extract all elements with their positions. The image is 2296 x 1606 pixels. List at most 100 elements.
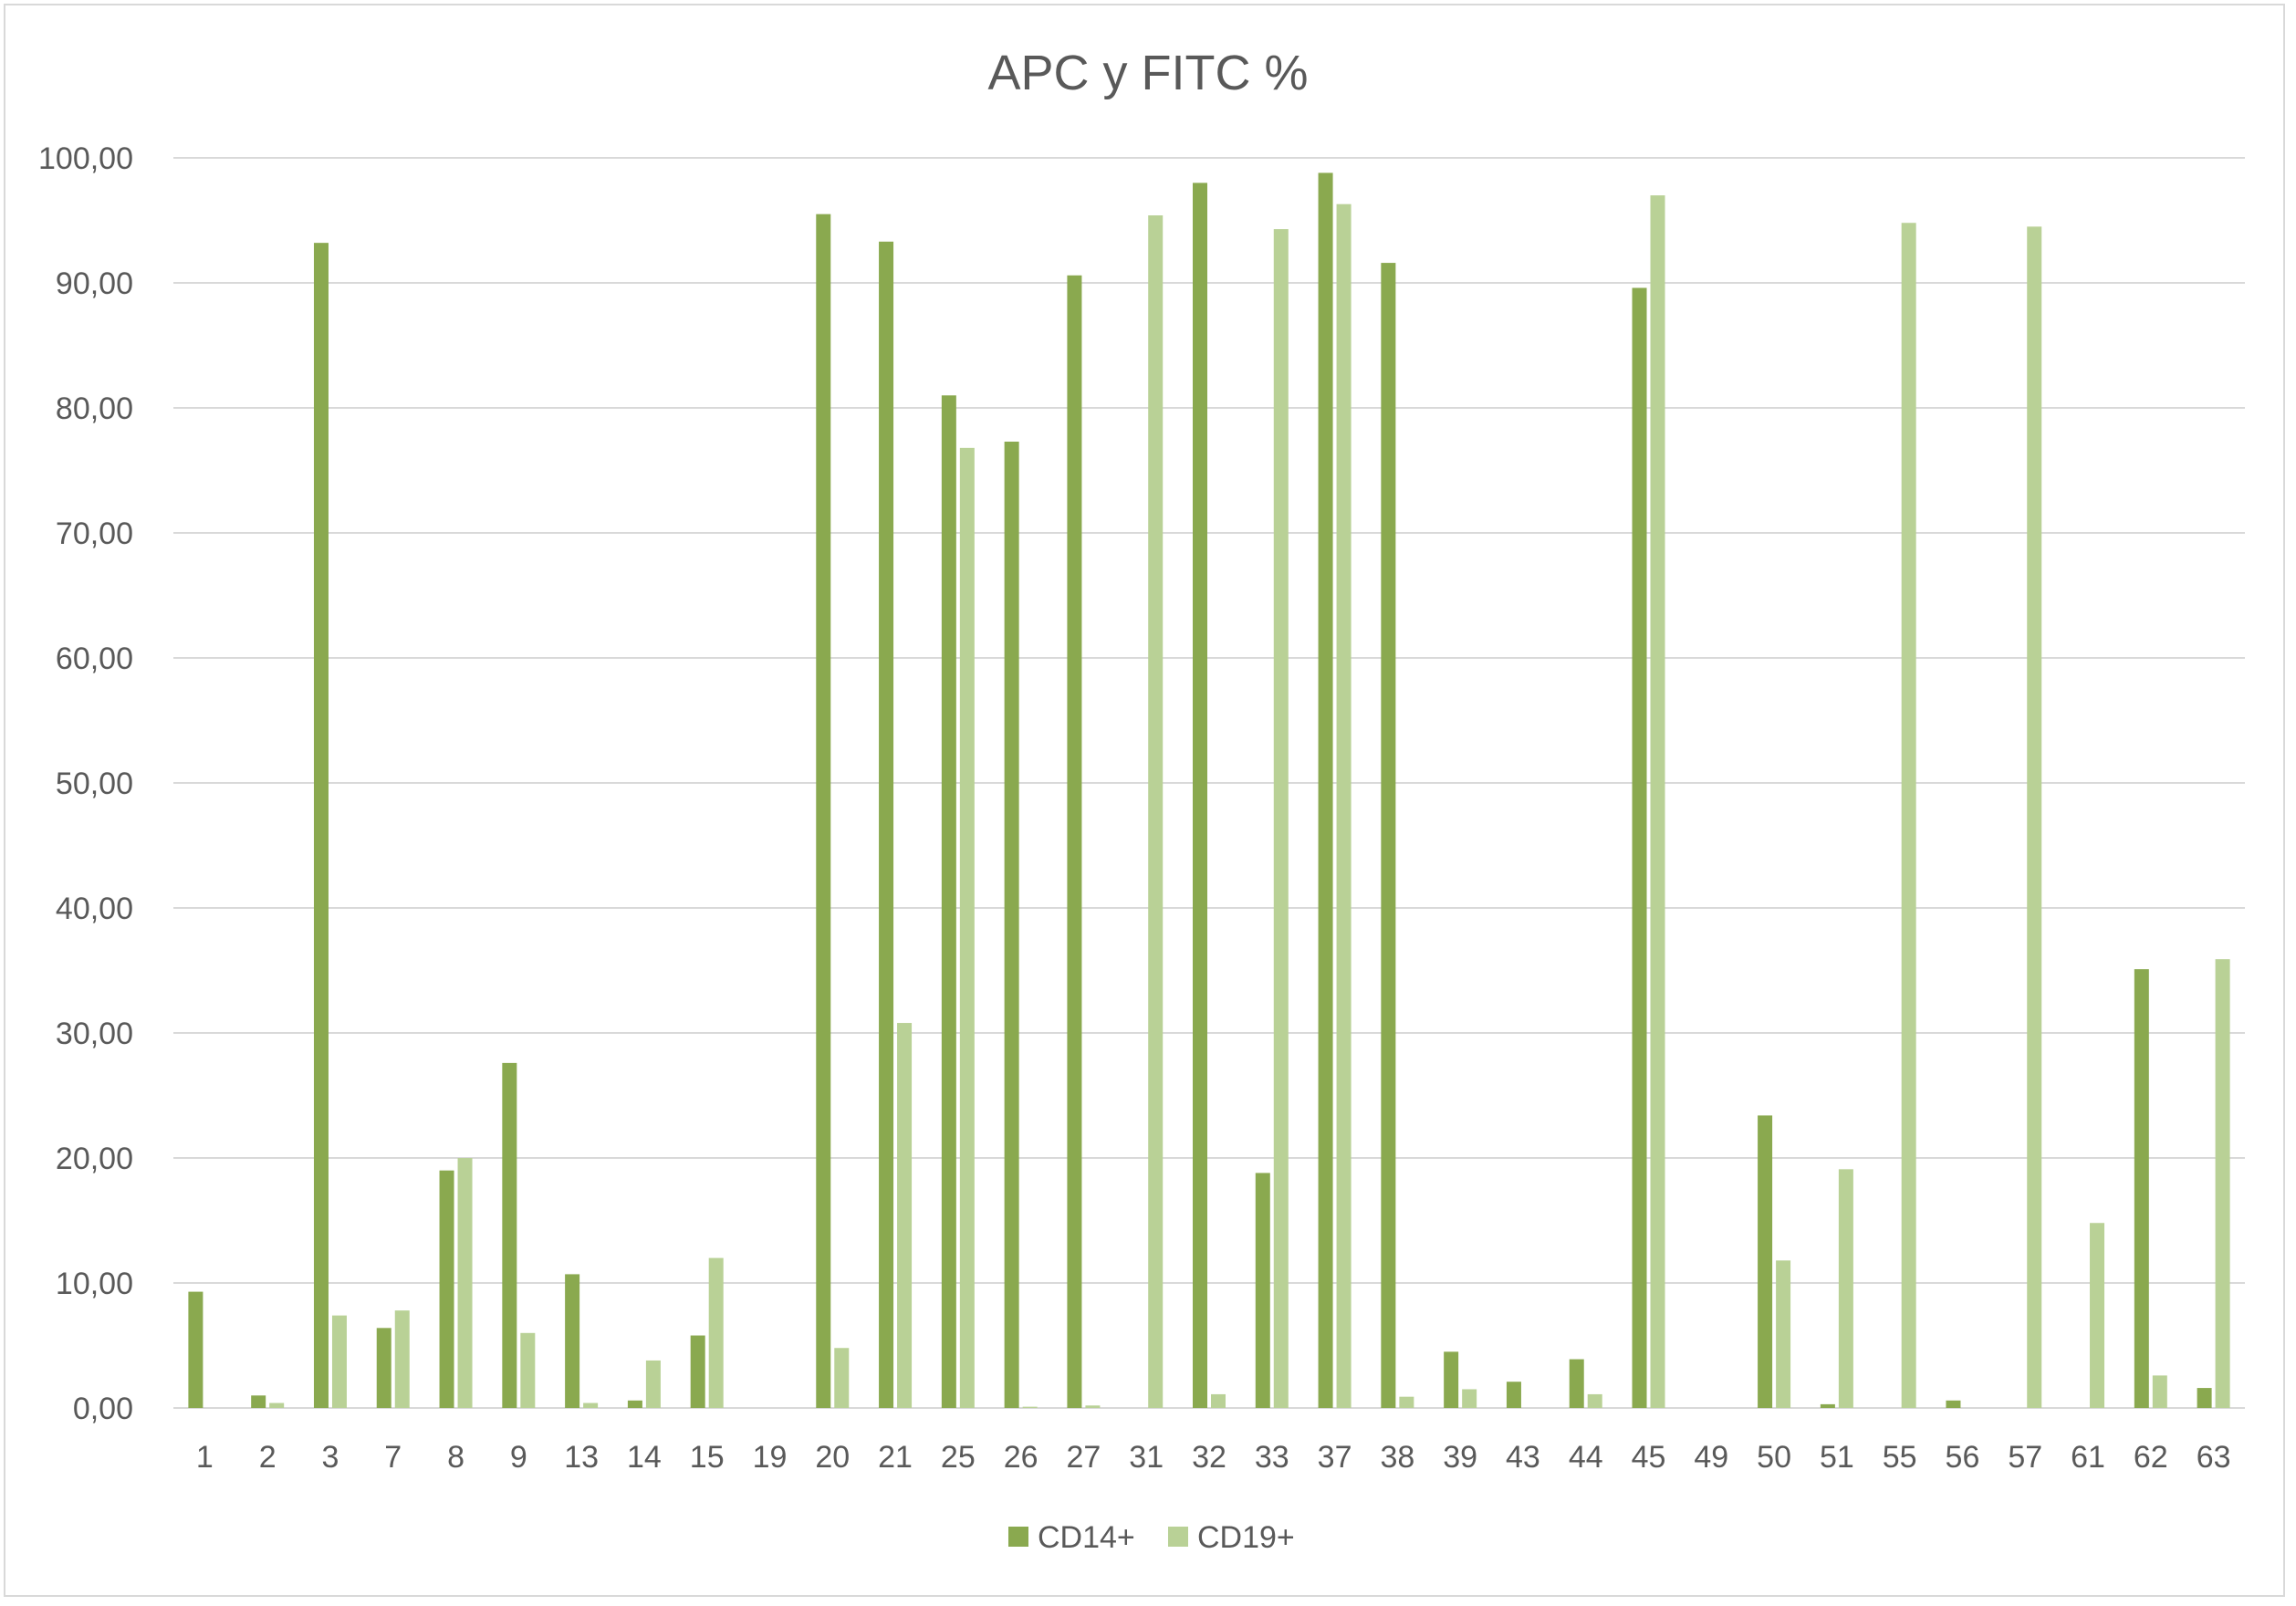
bar-cd19 <box>1273 229 1289 1409</box>
bar-cd19 <box>1148 215 1164 1408</box>
bar-cd14 <box>2134 969 2149 1408</box>
x-tick-label: 1 <box>196 1440 214 1475</box>
y-tick-label: 0,00 <box>73 1392 133 1426</box>
bar-cd19 <box>1022 1406 1038 1408</box>
y-tick-label: 80,00 <box>56 391 133 426</box>
bar-cd14 <box>1193 182 1207 1408</box>
bar-cd14 <box>502 1062 517 1408</box>
bars <box>188 172 2230 1409</box>
x-tick-label: 15 <box>690 1440 725 1475</box>
bar-cd19 <box>520 1332 536 1408</box>
bar-cd19 <box>708 1257 724 1408</box>
legend-swatch <box>1008 1527 1028 1547</box>
bar-cd14 <box>627 1400 642 1408</box>
bar-cd14 <box>1506 1382 1521 1408</box>
bar-cd14 <box>313 243 329 1408</box>
x-tick-label: 26 <box>1004 1440 1038 1475</box>
bar-cd14 <box>1255 1173 1270 1408</box>
bar-cd19 <box>1336 203 1352 1409</box>
x-tick-label: 3 <box>322 1440 339 1475</box>
legend-swatch <box>1168 1527 1188 1547</box>
bar-cd14 <box>565 1274 580 1408</box>
x-tick-label: 7 <box>384 1440 402 1475</box>
bar-cd19 <box>331 1315 347 1408</box>
x-tick-label: 9 <box>510 1440 527 1475</box>
gridlines <box>173 157 2245 1409</box>
bar-cd14 <box>376 1328 391 1408</box>
x-tick-label: 63 <box>2197 1440 2231 1475</box>
bar-cd19 <box>1776 1260 1791 1408</box>
bar-cd14 <box>1758 1115 1773 1408</box>
x-tick-label: 25 <box>941 1440 976 1475</box>
bar-cd19 <box>2027 226 2042 1409</box>
bar-cd19 <box>1838 1169 1853 1408</box>
bar-cd14 <box>1632 287 1647 1409</box>
x-tick-label: 57 <box>2008 1440 2042 1475</box>
x-tick-label: 13 <box>564 1440 599 1475</box>
bar-cd14 <box>1820 1403 1835 1408</box>
x-tick-label: 38 <box>1380 1440 1414 1475</box>
chart-title: APC y FITC % <box>987 46 1308 100</box>
bar-cd14 <box>1381 263 1396 1409</box>
bar-cd19 <box>2215 959 2230 1408</box>
legend-label: CD14+ <box>1038 1520 1135 1555</box>
bar-cd19 <box>959 447 975 1409</box>
y-tick-label: 50,00 <box>56 766 133 801</box>
x-tick-label: 62 <box>2134 1440 2168 1475</box>
bar-cd19 <box>897 1023 913 1408</box>
x-tick-label: 27 <box>1067 1440 1101 1475</box>
bar-cd19 <box>2152 1375 2167 1408</box>
bar-cd19 <box>1462 1389 1477 1408</box>
y-tick-label: 100,00 <box>38 141 133 176</box>
bar-cd19 <box>269 1403 285 1408</box>
bar-cd19 <box>1211 1393 1226 1408</box>
y-tick-label: 10,00 <box>56 1267 133 1301</box>
bar-cd19 <box>1901 223 1916 1409</box>
x-tick-label: 44 <box>1569 1440 1603 1475</box>
bar-cd19 <box>1399 1396 1414 1408</box>
bar-cd14 <box>1444 1351 1459 1408</box>
y-tick-label: 90,00 <box>56 266 133 301</box>
bar-cd19 <box>645 1360 661 1408</box>
bar-cd14 <box>251 1395 266 1408</box>
x-tick-label: 20 <box>815 1440 850 1475</box>
legend: CD14+ CD19+ <box>1008 1520 1295 1555</box>
x-tick-label: 55 <box>1883 1440 1917 1475</box>
y-tick-label: 70,00 <box>56 516 133 551</box>
legend-label: CD19+ <box>1197 1520 1295 1555</box>
x-tick-label: 45 <box>1632 1440 1666 1475</box>
x-tick-label: 21 <box>878 1440 913 1475</box>
x-tick-label: 14 <box>627 1440 662 1475</box>
bar-cd19 <box>457 1158 473 1408</box>
x-tick-label: 56 <box>1946 1440 1980 1475</box>
x-tick-label: 43 <box>1506 1440 1540 1475</box>
bar-cd14 <box>1946 1400 1961 1408</box>
y-tick-label: 20,00 <box>56 1142 133 1176</box>
x-tick-label: 50 <box>1757 1440 1791 1475</box>
x-tick-label: 61 <box>2071 1440 2105 1475</box>
bar-cd14 <box>1067 275 1082 1408</box>
bar-cd19 <box>583 1403 599 1408</box>
y-tick-label: 40,00 <box>56 892 133 926</box>
y-tick-label: 30,00 <box>56 1017 133 1051</box>
bar-cd14 <box>690 1335 705 1408</box>
bar-cd19 <box>834 1348 850 1408</box>
bar-cd14 <box>188 1291 204 1408</box>
x-tick-label: 19 <box>753 1440 788 1475</box>
bar-cd19 <box>1587 1393 1602 1408</box>
x-tick-label: 49 <box>1694 1440 1728 1475</box>
x-tick-label: 37 <box>1318 1440 1352 1475</box>
bar-cd14 <box>1569 1359 1584 1408</box>
x-tick-label: 31 <box>1129 1440 1164 1475</box>
bar-cd14 <box>439 1170 454 1408</box>
x-tick-label: 8 <box>447 1440 464 1475</box>
bar-cd14 <box>816 214 831 1408</box>
y-axis-ticks: 0,00 10,00 20,00 30,00 40,00 50,00 60,00 70,00 8… <box>38 141 133 1426</box>
x-tick-label: 32 <box>1192 1440 1226 1475</box>
bar-cd19 <box>1650 195 1665 1409</box>
bar-cd14 <box>941 395 956 1408</box>
x-tick-label: 33 <box>1255 1440 1289 1475</box>
bar-cd14 <box>2197 1388 2212 1408</box>
bar-cd14 <box>1318 172 1333 1409</box>
